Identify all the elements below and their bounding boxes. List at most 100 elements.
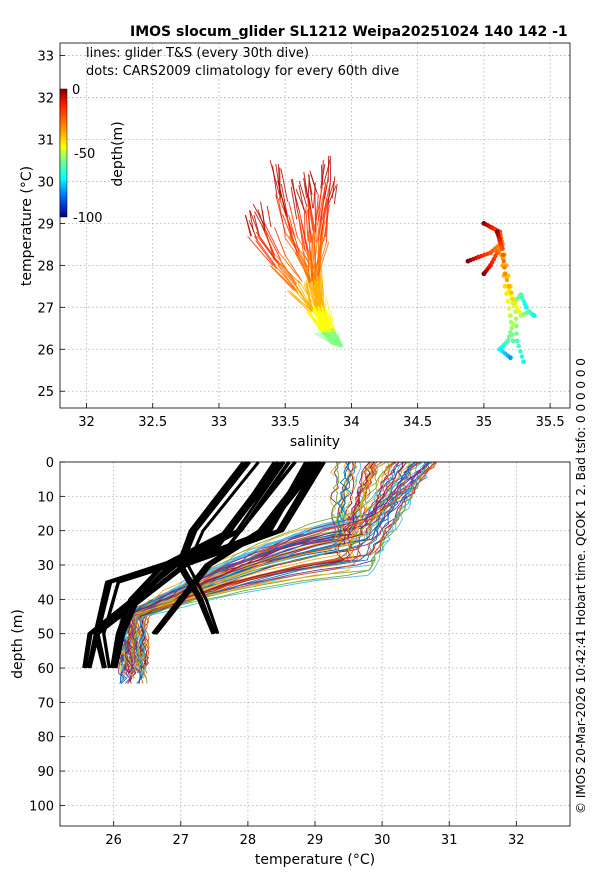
- profile-climatology-lines: [82, 461, 326, 669]
- glider-ts-line-segment: [298, 180, 308, 208]
- glider-profile-line: [127, 461, 373, 674]
- glider-ts-line-segment: [314, 208, 317, 243]
- cars-dots-point: [502, 265, 507, 270]
- glider-ts-line-segment: [310, 251, 313, 282]
- cars-profile: [93, 461, 279, 669]
- glider-ts-line-segment: [306, 281, 312, 312]
- glider-ts-line-segment: [315, 307, 323, 333]
- cars-profile: [180, 461, 252, 635]
- ts-x-tick-label: 32.5: [138, 415, 167, 430]
- glider-ts-line-segment: [290, 179, 301, 214]
- glider-ts-line-segment: [334, 331, 341, 348]
- ts-y-label: temperature (°C): [19, 166, 35, 286]
- colorbar-label: depth(m): [110, 121, 126, 186]
- cars-profile: [155, 461, 322, 635]
- glider-ts-line-segment: [298, 184, 305, 211]
- ts-y-tick-label: 29: [37, 217, 54, 232]
- glider-ts-line-segment: [325, 331, 334, 346]
- glider-ts-line-segment: [264, 223, 280, 254]
- glider-ts-line-segment: [328, 313, 335, 334]
- glider-profile-line: [119, 461, 339, 679]
- profile-y-tick-label: 30: [37, 559, 54, 574]
- cars-dots-point: [505, 298, 510, 304]
- profile-x-tick-label: 26: [105, 833, 122, 848]
- figure-title: IMOS slocum_glider SL1212 Weipa20251024 …: [130, 24, 568, 40]
- glider-ts-line-segment: [333, 183, 338, 205]
- glider-ts-line-segment: [274, 226, 287, 257]
- glider-ts-line-segment: [276, 259, 297, 285]
- cars-dots-point: [510, 296, 516, 302]
- glider-ts-line-segment: [312, 230, 317, 273]
- glider-ts-line-segment: [308, 182, 314, 209]
- cars-dots-point: [523, 304, 529, 310]
- profile-y-tick-label: 50: [37, 628, 54, 643]
- ts-y-tick-label: 33: [37, 50, 54, 65]
- glider-ts-line-segment: [261, 210, 266, 231]
- profile-y-tick-label: 90: [37, 765, 54, 780]
- ts-x-tick-label: 32: [78, 415, 95, 430]
- glider-ts-line-segment: [257, 209, 266, 230]
- profile-y-tick-label: 40: [37, 593, 54, 608]
- profile-panel: 26 27 28 29 30 31 32 0 10 20 30 40 50 60 70 80 90 100 te…: [10, 456, 571, 868]
- cars-dots-point: [500, 252, 506, 258]
- ts-glider-lines: [244, 155, 344, 348]
- glider-profile-line: [127, 461, 391, 664]
- glider-ts-line-segment: [272, 165, 278, 200]
- glider-ts-line-segment: [325, 205, 329, 244]
- glider-ts-line-segment: [322, 305, 327, 332]
- glider-ts-line-segment: [280, 168, 289, 202]
- glider-ts-line-segment: [322, 331, 339, 346]
- ts-y-tick-label: 30: [37, 175, 54, 190]
- profile-y-tick-label: 80: [37, 731, 54, 746]
- profile-y-label: depth (m): [10, 609, 26, 679]
- glider-ts-line-segment: [320, 262, 325, 298]
- cars-dots-point: [507, 313, 513, 319]
- profile-x-label: temperature (°C): [255, 852, 375, 868]
- cars-dots-point: [504, 291, 509, 296]
- cars-dots-point: [516, 309, 522, 314]
- glider-ts-line-segment: [317, 331, 337, 346]
- depth-colorbar: 0 -50 -100 depth(m): [59, 83, 126, 226]
- glider-profile-line: [139, 461, 428, 679]
- glider-ts-line-segment: [278, 197, 295, 236]
- glider-profile-line: [127, 461, 419, 684]
- ts-x-ticks: 32 32.5 33 33.5 34 34.5 35 35.5: [78, 403, 565, 430]
- cars-dots-point: [521, 359, 527, 365]
- ts-x-tick-label: 34.5: [403, 415, 432, 430]
- side-credit-text: © IMOS 20-Mar-2026 10:42:41 Hobart time.…: [574, 358, 588, 814]
- glider-ts-line-segment: [302, 250, 317, 282]
- glider-ts-line-segment: [306, 310, 323, 333]
- profile-x-tick-label: 29: [307, 833, 324, 848]
- glider-ts-line-segment: [297, 212, 306, 252]
- glider-ts-line-segment: [325, 310, 332, 333]
- glider-ts-line-segment: [292, 287, 313, 311]
- glider-ts-line-segment: [270, 265, 297, 291]
- glider-ts-line-segment: [327, 185, 337, 207]
- profile-y-ticks: 0 10 20 30 40 50 60 70 80 90 100: [29, 456, 65, 814]
- cars-dots-point: [509, 326, 514, 331]
- glider-ts-line-segment: [303, 177, 308, 199]
- glider-ts-line-segment: [290, 186, 298, 220]
- glider-ts-line-segment: [253, 214, 260, 236]
- ts-y-tick-label: 26: [37, 343, 54, 358]
- cars-dots-point: [514, 338, 520, 344]
- cars-dots-point: [508, 330, 513, 335]
- glider-ts-line-segment: [320, 164, 323, 190]
- glider-ts-line-segment: [308, 208, 311, 243]
- cars-dots-point: [531, 313, 537, 319]
- ts-y-tick-label: 25: [37, 385, 54, 400]
- glider-profile-line: [139, 461, 375, 669]
- glider-ts-line-segment: [269, 265, 295, 292]
- glider-ts-line-segment: [285, 256, 303, 283]
- ts-panel: 32 32.5 33 33.5 34 34.5 35 35.5 25 26 27 28 29 30 31 3…: [19, 42, 571, 450]
- ts-x-tick-label: 34: [343, 415, 360, 430]
- cars-dots-point: [512, 300, 518, 306]
- cars-profile: [186, 461, 260, 635]
- glider-ts-line-segment: [282, 214, 298, 253]
- cars-dots-point: [514, 331, 519, 336]
- cars-dots-point: [506, 284, 512, 289]
- colorbar-tick-0: 0: [72, 83, 80, 98]
- glider-ts-line-segment: [323, 159, 331, 185]
- ts-x-tick-label: 35: [476, 415, 493, 430]
- glider-ts-line-segment: [283, 236, 308, 271]
